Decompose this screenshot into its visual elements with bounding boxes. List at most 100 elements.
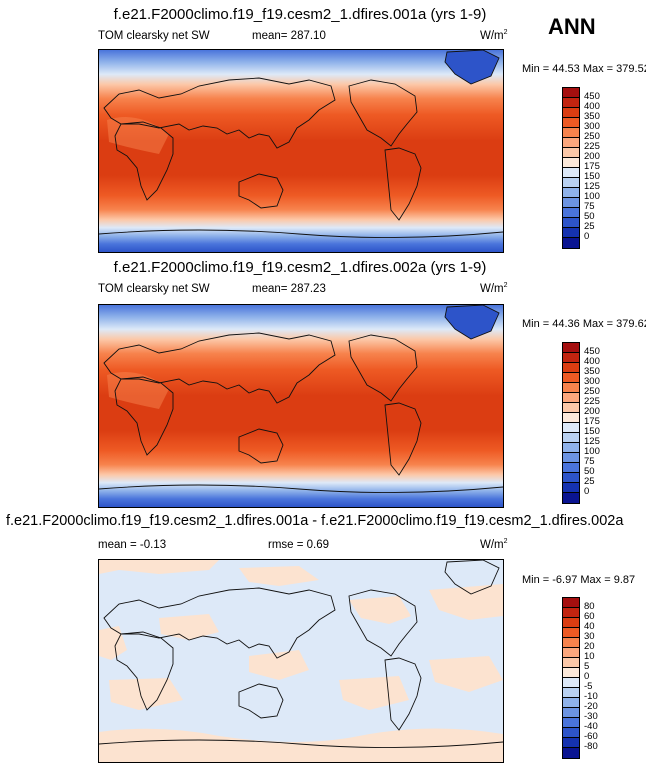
colorbar-tick-label: -10 <box>584 691 598 702</box>
panel1-coastlines <box>99 50 503 238</box>
colorbar-tick-label: 125 <box>584 181 600 192</box>
colorbar-swatch <box>563 403 579 413</box>
colorbar-swatch <box>563 148 579 158</box>
colorbar-swatch <box>563 158 579 168</box>
panel2-coastlines <box>99 305 503 493</box>
panel3-rmse-label: rmse = 0.69 <box>268 539 330 551</box>
colorbar-tick-label: 30 <box>584 631 595 642</box>
colorbar-swatch <box>563 353 579 363</box>
colorbar-swatch <box>563 108 579 118</box>
colorbar-tick-label: 250 <box>584 386 600 397</box>
panel1-title: f.e21.F2000climo.f19_f19.cesm2_1.dfires.… <box>113 6 487 23</box>
panel1-minmax: Min = 44.53 Max = 379.52 <box>522 63 646 75</box>
colorbar-swatch <box>563 433 579 443</box>
colorbar-swatch <box>563 748 579 758</box>
colorbar-tick-label: 300 <box>584 121 600 132</box>
colorbar-tick-label: -30 <box>584 711 598 722</box>
colorbar-tick-label: 150 <box>584 171 600 182</box>
colorbar-tick-label: -5 <box>584 681 593 692</box>
colorbar-tick-label: 450 <box>584 346 600 357</box>
colorbar-swatch <box>563 598 579 608</box>
colorbar-tick-label: 300 <box>584 376 600 387</box>
colorbar-swatch <box>563 98 579 108</box>
panel2-units: W/m2 <box>480 282 508 295</box>
colorbar-swatch <box>563 443 579 453</box>
colorbar-tick-label: 10 <box>584 651 595 662</box>
panel1-sahara-tint <box>107 117 169 154</box>
colorbar-swatch <box>563 413 579 423</box>
colorbar-tick-label: 400 <box>584 356 600 367</box>
colorbar-swatch <box>563 463 579 473</box>
colorbar-tick-label: -80 <box>584 741 598 752</box>
panel1-field <box>99 50 503 252</box>
panel2-mean-label: mean= 287.23 <box>252 283 326 295</box>
season-label: ANN <box>548 14 596 39</box>
colorbar-swatch <box>563 638 579 648</box>
colorbar-swatch <box>563 668 579 678</box>
colorbar-tick-label: 80 <box>584 601 595 612</box>
colorbar-tick-label: -20 <box>584 701 598 712</box>
colorbar-tick-label: 225 <box>584 141 600 152</box>
colorbar-swatch <box>563 453 579 463</box>
colorbar-tick-label: 75 <box>584 456 595 467</box>
colorbar-tick-label: 0 <box>584 486 590 497</box>
panel2-greenland-low <box>445 305 499 339</box>
panel2-map <box>98 304 504 508</box>
colorbar-swatch <box>563 198 579 208</box>
colorbar-swatch <box>563 218 579 228</box>
colorbar-tick-label: 350 <box>584 111 600 122</box>
colorbar-tick-label: 0 <box>584 671 590 682</box>
colorbar-swatch <box>563 658 579 668</box>
colorbar-swatch <box>563 473 579 483</box>
colorbar-tick-label: 0 <box>584 231 590 242</box>
colorbar-swatch <box>563 483 579 493</box>
panel2-sahara-tint <box>107 372 169 409</box>
colorbar-tick-label: 60 <box>584 611 595 622</box>
colorbar-tick-label: -40 <box>584 721 598 732</box>
colorbar-tick-label: 200 <box>584 406 600 417</box>
panel1-colorbar <box>562 87 580 249</box>
panel3-coastlines <box>99 560 503 748</box>
colorbar-tick-label: 200 <box>584 151 600 162</box>
colorbar-tick-label: 20 <box>584 641 595 652</box>
colorbar-tick-label: 175 <box>584 416 600 427</box>
colorbar-swatch <box>563 688 579 698</box>
colorbar-swatch <box>563 728 579 738</box>
panel1-map <box>98 49 504 253</box>
colorbar-swatch <box>563 423 579 433</box>
panel3-colorbar-labels: 80 60 40 30 20 10 5 0 -5 -10 -20 -30 -40 -60 -80 <box>584 597 624 757</box>
colorbar-tick-label: 5 <box>584 661 590 672</box>
panel2-title: f.e21.F2000climo.f19_f19.cesm2_1.dfires.… <box>113 259 487 276</box>
panel1-variable-label: TOM clearsky net SW <box>98 30 210 42</box>
panel3-colorbar <box>562 597 580 759</box>
colorbar-tick-label: 350 <box>584 366 600 377</box>
colorbar-swatch <box>563 718 579 728</box>
panel3-title: f.e21.F2000climo.f19_f19.cesm2_1.dfires.… <box>6 513 624 529</box>
colorbar-swatch <box>563 238 579 248</box>
colorbar-swatch <box>563 138 579 148</box>
colorbar-swatch <box>563 648 579 658</box>
panel2-minmax: Min = 44.36 Max = 379.62 <box>522 318 646 330</box>
colorbar-swatch <box>563 393 579 403</box>
colorbar-swatch <box>563 128 579 138</box>
colorbar-swatch <box>563 178 579 188</box>
colorbar-swatch <box>563 343 579 353</box>
colorbar-tick-label: 75 <box>584 201 595 212</box>
colorbar-tick-label: 125 <box>584 436 600 447</box>
colorbar-swatch <box>563 188 579 198</box>
colorbar-tick-label: 100 <box>584 446 600 457</box>
colorbar-tick-label: 40 <box>584 621 595 632</box>
colorbar-swatch <box>563 698 579 708</box>
panel2-variable-label: TOM clearsky net SW <box>98 283 210 295</box>
colorbar-swatch <box>563 228 579 238</box>
panel1-colorbar-labels: 450 400 350 300 250 225 200 175 150 125 100 75 50 25 0 <box>584 87 624 247</box>
colorbar-tick-label: 25 <box>584 476 595 487</box>
colorbar-swatch <box>563 738 579 748</box>
colorbar-tick-label: 225 <box>584 396 600 407</box>
panel1-greenland-low <box>445 50 499 84</box>
panel3-minmax: Min = -6.97 Max = 9.87 <box>522 574 636 586</box>
colorbar-swatch <box>563 618 579 628</box>
colorbar-tick-label: 400 <box>584 101 600 112</box>
colorbar-swatch <box>563 628 579 638</box>
colorbar-tick-label: 100 <box>584 191 600 202</box>
